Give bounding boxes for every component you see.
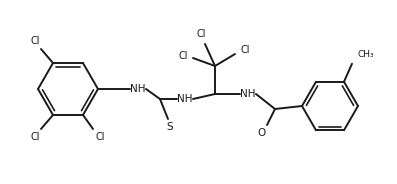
Text: S: S bbox=[167, 122, 173, 132]
Text: Cl: Cl bbox=[30, 36, 40, 46]
Text: CH₃: CH₃ bbox=[357, 50, 374, 59]
Text: Cl: Cl bbox=[178, 51, 188, 61]
Text: NH: NH bbox=[130, 84, 146, 94]
Text: Cl: Cl bbox=[240, 45, 250, 55]
Text: NH: NH bbox=[177, 94, 193, 104]
Text: Cl: Cl bbox=[30, 132, 40, 142]
Text: Cl: Cl bbox=[95, 132, 105, 142]
Text: O: O bbox=[258, 128, 266, 138]
Text: NH: NH bbox=[240, 89, 256, 99]
Text: Cl: Cl bbox=[196, 29, 206, 39]
